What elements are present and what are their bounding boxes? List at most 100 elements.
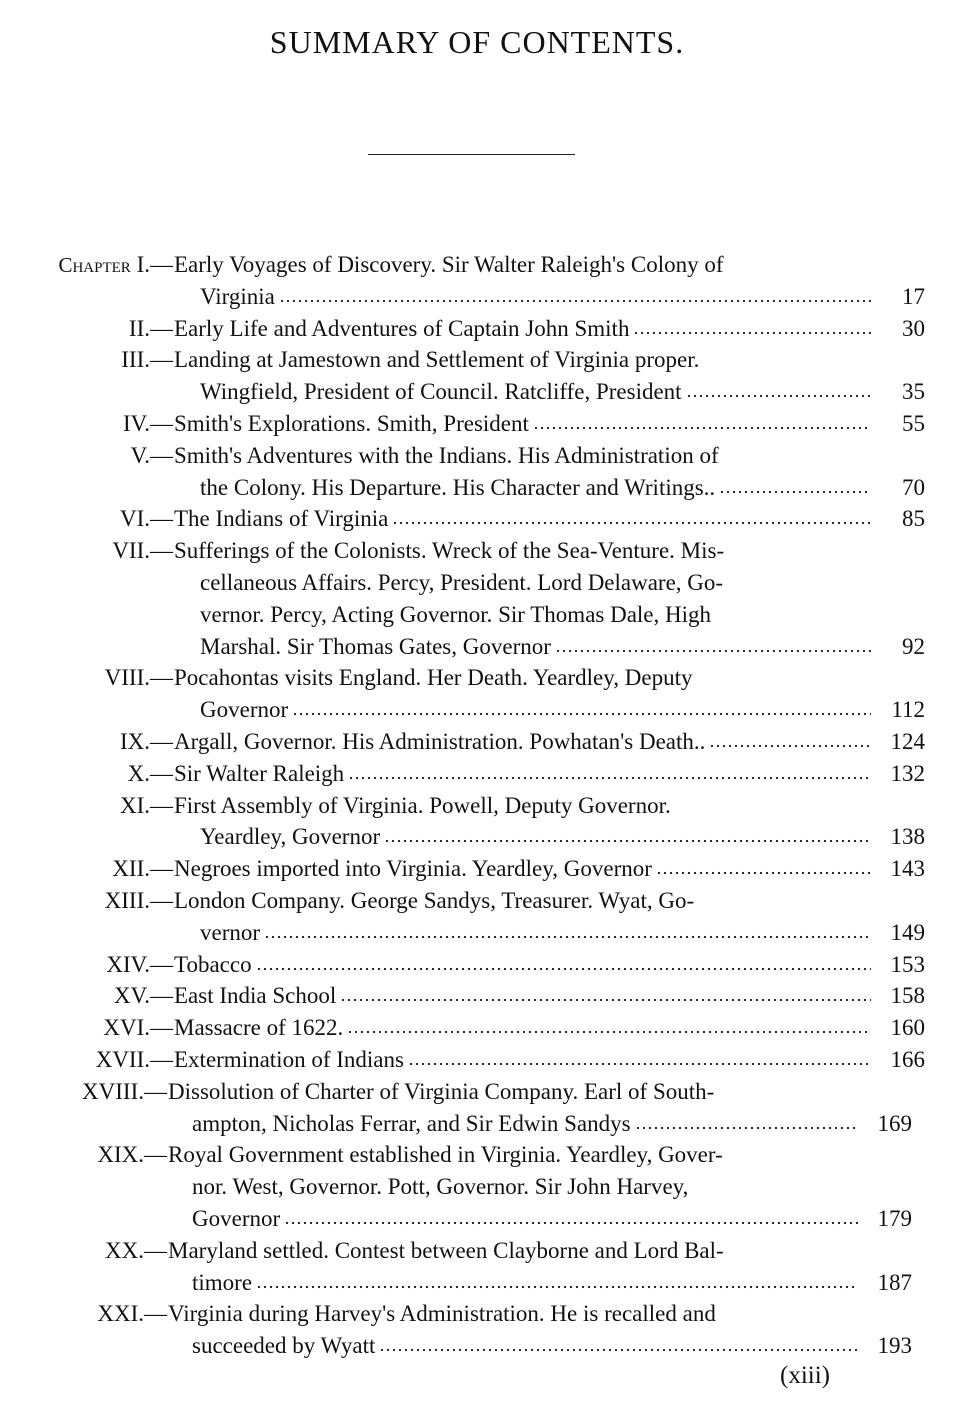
entry-text: timore: [192, 1269, 253, 1295]
chapter-numeral: IV.—: [123, 409, 173, 439]
entry-text: succeeded by Wyatt: [192, 1333, 376, 1359]
chapter-number: XVI.—: [103, 1015, 173, 1041]
entry-text: vernor. Percy, Acting Governor. Sir Thom…: [200, 601, 712, 627]
chapter-numeral: XVII.—: [96, 1045, 173, 1075]
chapter-number: XX.—: [105, 1237, 167, 1263]
page-title: SUMMARY OF CONTENTS.: [269, 24, 685, 60]
page-number: 17: [902, 283, 925, 309]
decorative-rule: [368, 154, 575, 155]
chapter-number: I.—: [136, 252, 173, 277]
entry-line: First Assembly of Virginia. Powell, Depu…: [174, 791, 876, 821]
page-number: 158: [890, 983, 926, 1009]
chapter-numeral: XVI.—: [103, 1013, 173, 1043]
entry-line: Smith's Adventures with the Indians. His…: [174, 441, 876, 471]
entry-text: Early Voyages of Discovery. Sir Walter R…: [174, 252, 724, 277]
chapter-numeral: XX.—: [105, 1236, 167, 1266]
entry-line: Yeardley, Governor: [200, 822, 881, 852]
entry-line: succeeded by Wyatt: [192, 1331, 868, 1361]
page-number: 193: [877, 1333, 913, 1359]
entry-line: timore: [192, 1268, 868, 1298]
dot-leader: [407, 1061, 871, 1067]
entry-line: London Company. George Sandys, Treasurer…: [174, 886, 876, 916]
dot-leader: [634, 1124, 858, 1131]
entry-line: vernor. Percy, Acting Governor. Sir Thom…: [200, 600, 876, 630]
entry-text: nor. West, Governor. Pott, Governor. Sir…: [192, 1174, 689, 1200]
entry-line: Virginia: [200, 282, 881, 312]
entry-line: Governor: [192, 1204, 868, 1234]
page-number: 153: [890, 951, 926, 977]
entry-text: Virginia during Harvey's Administration.…: [168, 1301, 716, 1327]
entry-text: Massacre of 1622.: [174, 1015, 344, 1041]
entry-text: Marshal. Sir Thomas Gates, Governor: [200, 633, 551, 659]
entry-text: Extermination of Indians: [174, 1047, 404, 1072]
chapter-number: XV.—: [113, 983, 173, 1009]
page-number: 92: [902, 633, 925, 659]
page-number: 35: [902, 379, 925, 405]
entry-line: Dissolution of Charter of Virginia Compa…: [168, 1077, 866, 1107]
chapter-numeral: II.—: [129, 314, 173, 344]
chapter-number: XIX.—: [97, 1142, 167, 1168]
entry-text: East India School: [174, 983, 337, 1009]
chapter-numeral: VII.—: [112, 536, 173, 566]
entry-text: Tobacco: [174, 951, 252, 977]
entry-text: Governor: [200, 697, 289, 723]
entry-line: Governor: [200, 695, 881, 725]
entry-line: Tobacco: [174, 950, 881, 980]
entry-line: vernor: [200, 918, 881, 948]
entry-text: Smith's Adventures with the Indians. His…: [174, 442, 719, 468]
entry-text: Virginia: [200, 283, 275, 309]
page-number: 124: [890, 729, 926, 754]
chapter-label: Chapter: [58, 253, 131, 277]
page-number: 149: [890, 919, 926, 945]
page-number: 143: [890, 856, 926, 882]
entry-text: vernor: [200, 919, 261, 945]
entry-line: Sir Walter Raleigh: [174, 759, 881, 789]
entry-line: Argall, Governor. His Administration. Po…: [174, 727, 881, 757]
dot-leader: [633, 329, 871, 336]
dot-leader: [255, 965, 871, 972]
page-number: 160: [890, 1015, 926, 1041]
chapter-number: X.—: [127, 760, 173, 786]
entry-text: Maryland settled. Contest between Claybo…: [168, 1237, 724, 1263]
entry-line: Early Life and Adventures of Captain Joh…: [174, 314, 881, 344]
page-number: 138: [890, 824, 926, 850]
dot-leader: [709, 743, 871, 749]
entry-text: First Assembly of Virginia. Powell, Depu…: [174, 792, 671, 818]
chapter-numeral: XIV.—: [106, 950, 173, 980]
page-number: 179: [877, 1206, 913, 1231]
chapter-number: XIV.—: [106, 951, 173, 977]
entry-text: cellaneous Affairs. Percy, President. Lo…: [200, 570, 724, 595]
chapter-numeral: III.—: [121, 345, 173, 375]
entry-text: Yeardley, Governor: [200, 824, 381, 850]
page-number: 30: [902, 315, 925, 341]
page-number: 187: [877, 1269, 913, 1295]
chapter-number: VII.—: [112, 538, 173, 564]
entry-text: Landing at Jamestown and Settlement of V…: [174, 347, 700, 373]
chapter-number: V.—: [130, 442, 173, 468]
chapter-numeral: XXI.—: [97, 1299, 167, 1329]
chapter-number: XII.—: [112, 856, 173, 882]
entry-line: nor. West, Governor. Pott, Governor. Sir…: [192, 1172, 866, 1202]
chapter-numeral: XIX.—: [97, 1140, 167, 1170]
dot-leader: [655, 870, 871, 877]
page-number: 112: [891, 697, 925, 723]
entry-text: ampton, Nicholas Ferrar, and Sir Edwin S…: [192, 1110, 631, 1136]
chapter-number: XIII.—: [104, 888, 173, 913]
page-number: 169: [877, 1110, 913, 1136]
chapter-number: III.—: [121, 347, 173, 373]
entry-line: Massacre of 1622.: [174, 1013, 881, 1043]
chapter-number: II.—: [128, 315, 173, 341]
entry-text: The Indians of Virginia: [174, 506, 389, 532]
entry-text: Argall, Governor. His Administration. Po…: [174, 729, 706, 754]
dot-leader: [284, 1220, 858, 1226]
entry-line: Extermination of Indians: [174, 1045, 881, 1075]
entry-text: Pocahontas visits England. Her Death. Ye…: [174, 665, 693, 691]
chapter-number: IX.—: [119, 729, 173, 754]
entry-text: Early Life and Adventures of Captain Joh…: [174, 315, 630, 341]
entry-line: Negroes imported into Virginia. Yeardley…: [174, 854, 881, 884]
chapter-numeral: VI.—: [120, 504, 173, 534]
chapter-numeral: Chapter I.—: [58, 250, 173, 280]
chapter-numeral: IX.—: [120, 727, 173, 757]
entry-line: East India School: [174, 981, 881, 1011]
dot-leader: [340, 997, 871, 1004]
